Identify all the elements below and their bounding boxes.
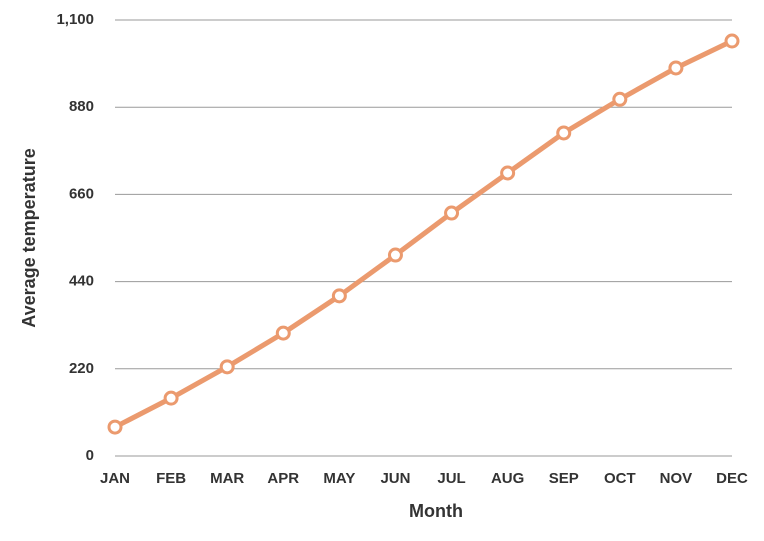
y-axis-label: Average temperature <box>19 148 39 327</box>
x-tick-label: MAY <box>323 470 355 487</box>
x-tick-label: MAR <box>210 470 244 487</box>
x-tick-label: JUL <box>437 470 465 487</box>
marker <box>668 60 684 76</box>
y-tick-label: 660 <box>69 185 94 202</box>
marker <box>275 325 291 341</box>
y-tick-label: 220 <box>69 360 94 377</box>
marker <box>612 91 628 107</box>
line <box>113 38 734 430</box>
x-tick-label: AUG <box>491 470 524 487</box>
x-tick-label: FEB <box>156 470 186 487</box>
marker <box>107 419 123 435</box>
marker <box>163 390 179 406</box>
y-tick-label: 440 <box>69 273 94 290</box>
x-tick-label: DEC <box>716 470 748 487</box>
x-tick-label: JAN <box>100 470 130 487</box>
y-tick-label: 1,100 <box>56 11 94 28</box>
y-tick-label: 880 <box>69 98 94 115</box>
marker <box>556 125 572 141</box>
marker <box>331 288 347 304</box>
marker <box>387 247 403 263</box>
y-tick-label: 0 <box>86 447 94 464</box>
x-tick-label: APR <box>267 470 299 487</box>
x-tick-label: JUN <box>380 470 410 487</box>
x-tick-label: NOV <box>660 470 693 487</box>
x-tick-label: OCT <box>604 470 636 487</box>
marker <box>444 205 460 221</box>
x-axis-label: Month <box>409 501 463 521</box>
marker <box>500 165 516 181</box>
x-tick-label: SEP <box>549 470 579 487</box>
marker <box>724 33 740 49</box>
marker <box>219 359 235 375</box>
